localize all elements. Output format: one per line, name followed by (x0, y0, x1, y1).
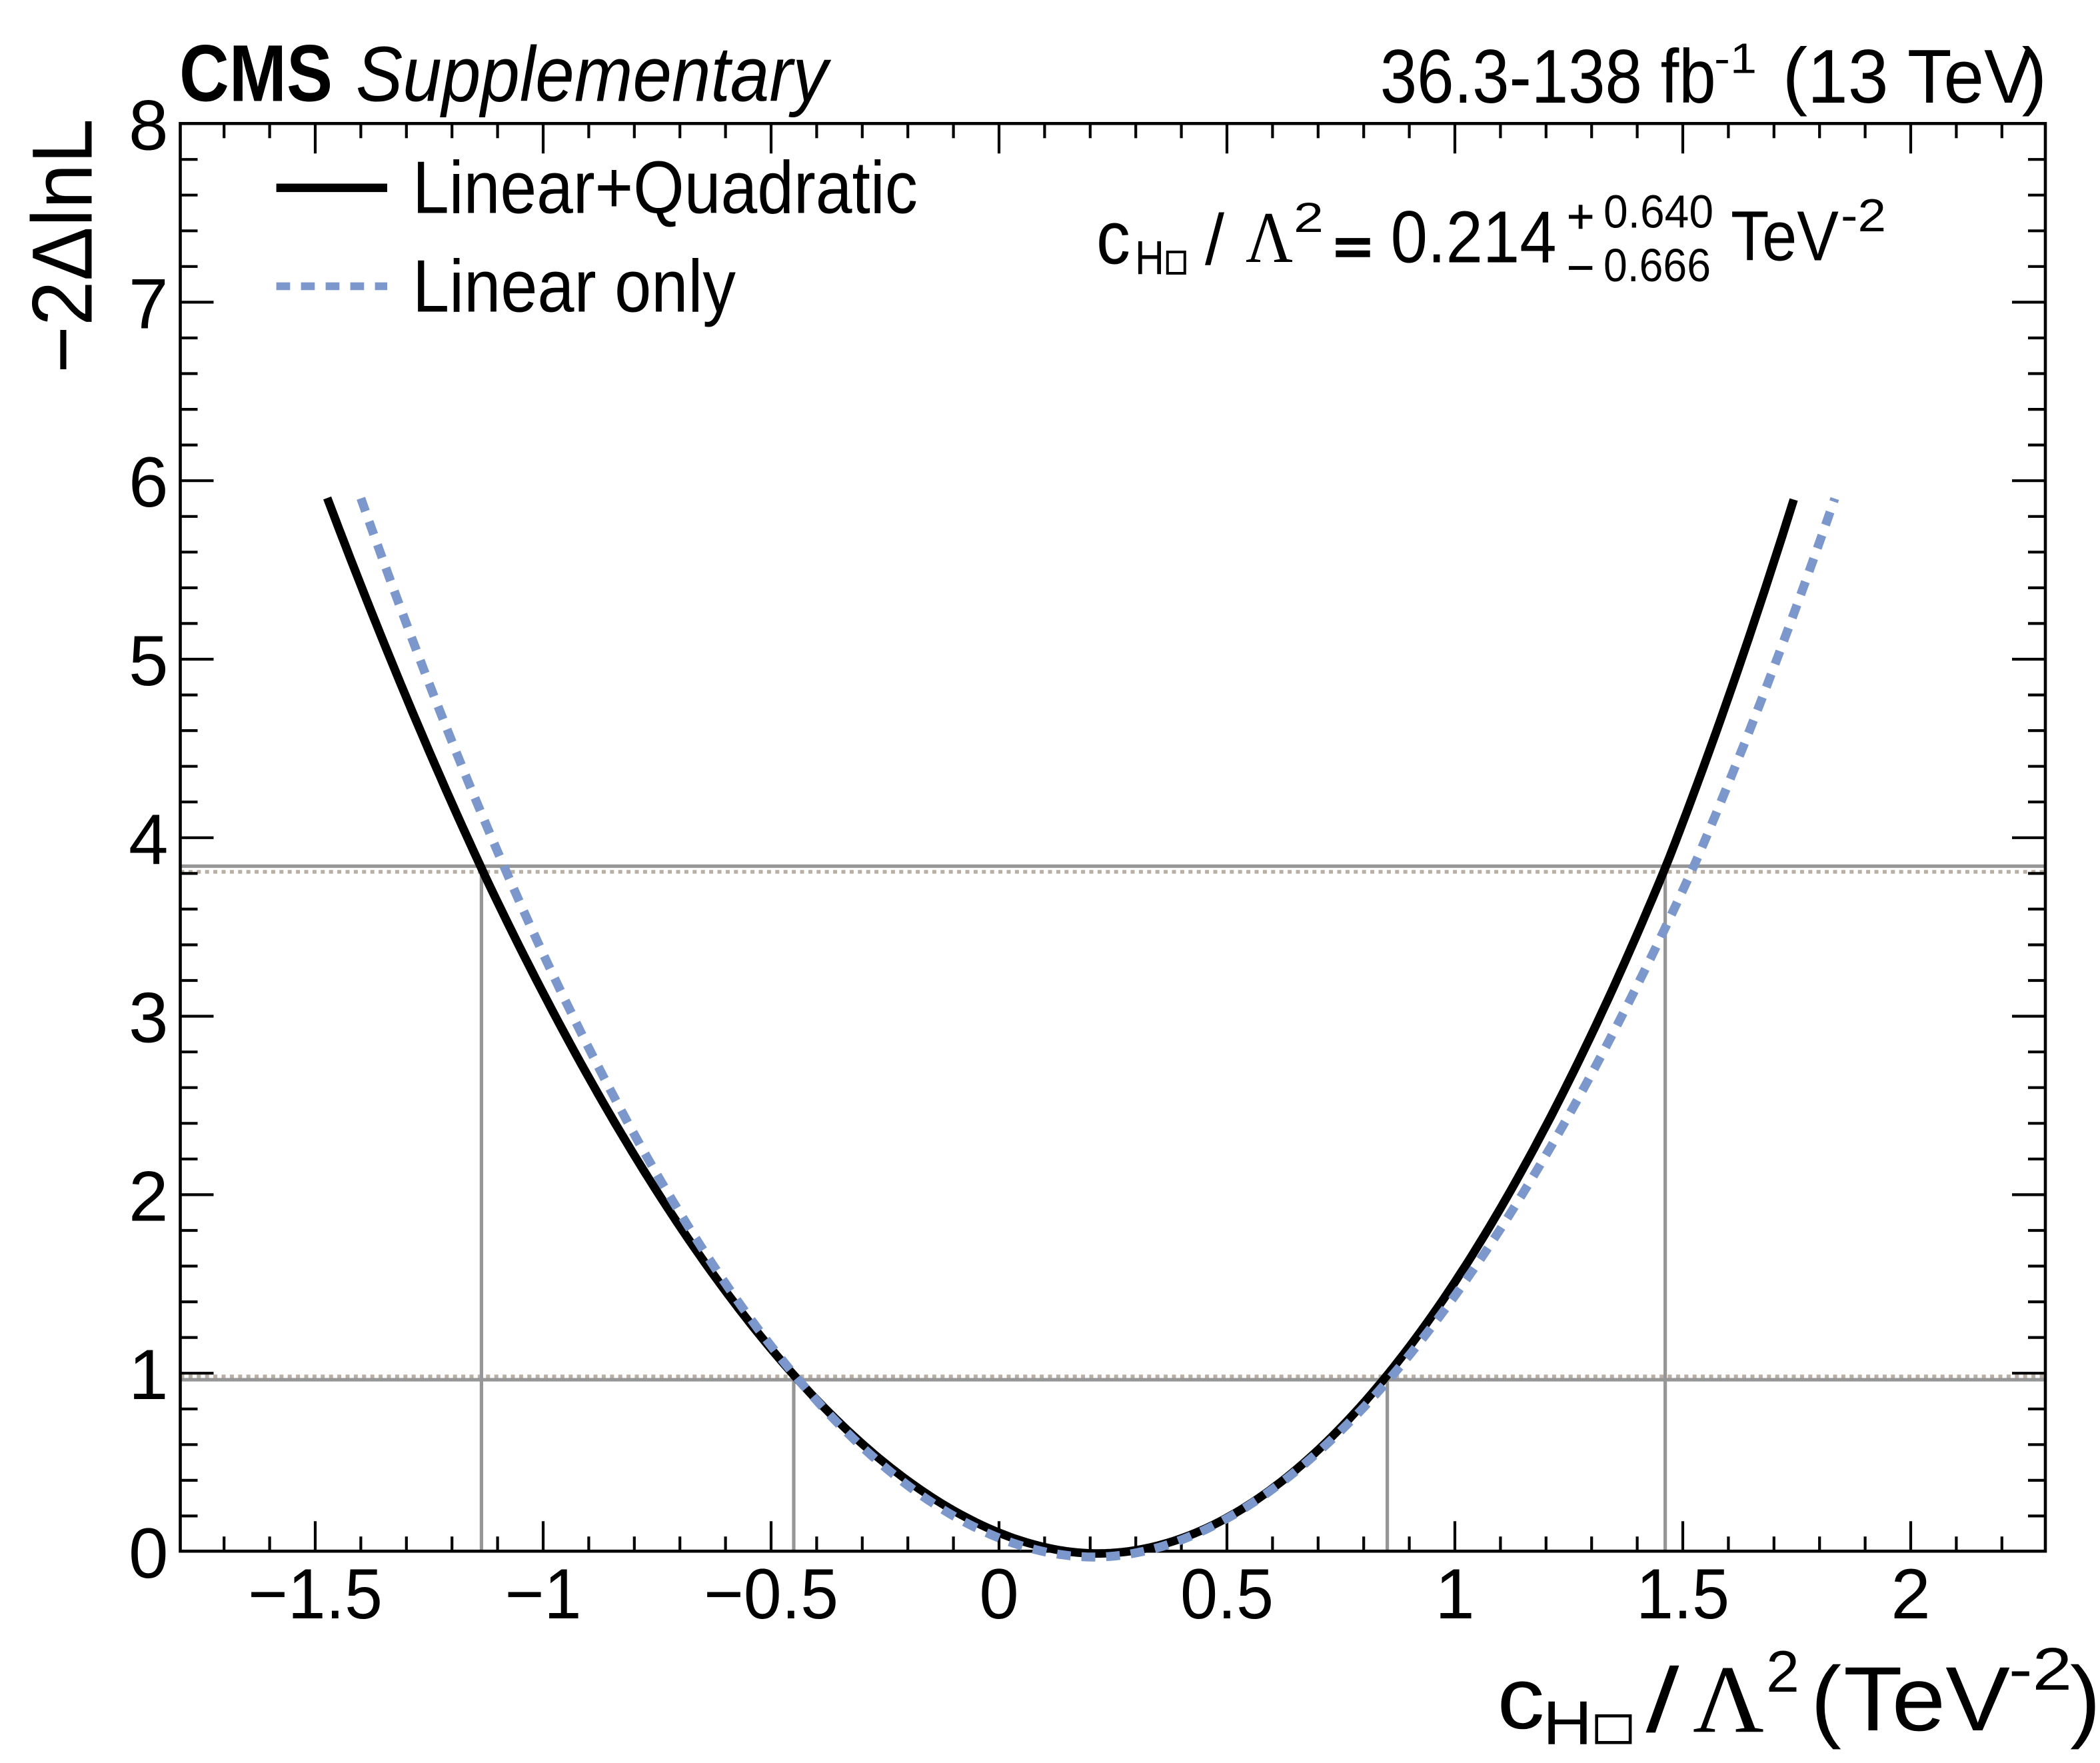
svg-text:−0.5: −0.5 (704, 1554, 838, 1634)
svg-text:CMS: CMS (179, 28, 333, 119)
svg-text:3: 3 (129, 978, 169, 1058)
svg-text:TeV: TeV (1731, 197, 1839, 276)
svg-text:0: 0 (129, 1513, 169, 1593)
svg-text:/: / (1646, 1650, 1680, 1752)
svg-text:): ) (2022, 33, 2047, 117)
svg-text:0.214: 0.214 (1391, 197, 1557, 279)
svg-text:0: 0 (979, 1554, 1019, 1634)
svg-text:1: 1 (129, 1334, 169, 1414)
svg-text:−1: −1 (505, 1554, 582, 1634)
svg-text:Supplementary: Supplementary (356, 31, 832, 118)
svg-text:2: 2 (1891, 1554, 1931, 1634)
svg-text:8: 8 (129, 85, 169, 165)
svg-text:2: 2 (1766, 1638, 1799, 1704)
svg-text:Linear only: Linear only (413, 245, 736, 327)
svg-text:c: c (1498, 1649, 1545, 1747)
svg-text:(: ( (1811, 1648, 1841, 1750)
svg-text:2: 2 (129, 1156, 169, 1236)
svg-text:0.640: 0.640 (1603, 186, 1713, 238)
svg-text:0.5: 0.5 (1180, 1554, 1274, 1634)
svg-text:36.3-138 fb: 36.3-138 fb (1380, 35, 1716, 119)
svg-text:H: H (1543, 1688, 1592, 1758)
svg-text:−2ΔlnL: −2ΔlnL (15, 119, 111, 373)
svg-text:4: 4 (129, 799, 169, 879)
svg-text:1: 1 (1435, 1554, 1475, 1634)
svg-text:H: H (1135, 232, 1164, 285)
svg-text:): ) (2070, 1648, 2100, 1750)
svg-text:6: 6 (129, 442, 169, 522)
svg-text:2: 2 (1294, 195, 1324, 241)
svg-text:7: 7 (129, 263, 169, 343)
svg-text:Λ: Λ (1246, 197, 1293, 278)
svg-text:c: c (1096, 195, 1130, 279)
svg-text:5: 5 (129, 621, 169, 701)
svg-text:1.5: 1.5 (1636, 1554, 1729, 1634)
svg-text:13 TeV: 13 TeV (1807, 35, 2033, 119)
svg-text:/: / (1205, 199, 1224, 279)
svg-text:-2: -2 (1841, 189, 1886, 241)
svg-text:(: ( (1783, 33, 1808, 117)
svg-text:Λ: Λ (1693, 1646, 1764, 1753)
svg-text:-1: -1 (1714, 35, 1757, 83)
svg-text:-2: -2 (2009, 1636, 2072, 1703)
svg-text:−1.5: −1.5 (248, 1554, 383, 1634)
svg-text:TeV: TeV (1843, 1648, 2010, 1750)
svg-text:0.666: 0.666 (1603, 239, 1711, 291)
svg-text:Linear+Quadratic: Linear+Quadratic (413, 146, 918, 229)
